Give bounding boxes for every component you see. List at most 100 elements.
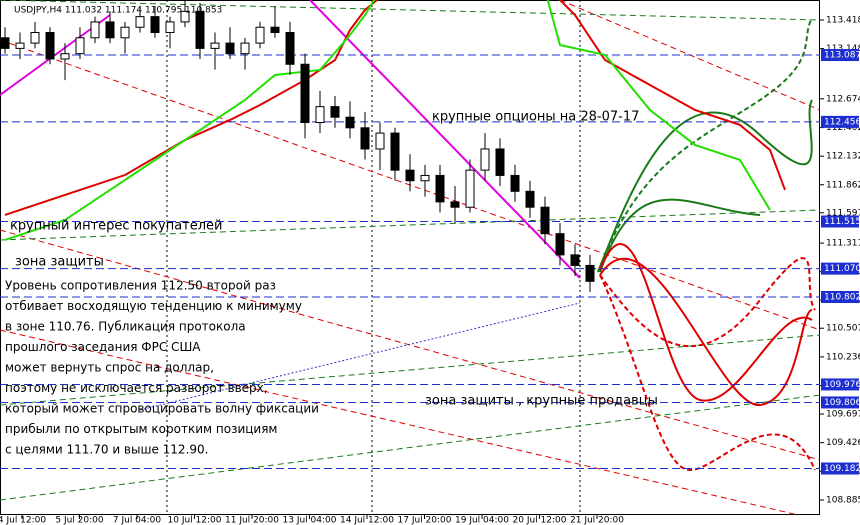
level-box — [821, 215, 859, 228]
candle-body — [390, 132, 400, 171]
candle-body — [90, 21, 100, 39]
candle-body — [405, 169, 415, 182]
y-tick-label: 111.862 — [826, 180, 860, 190]
candle-body — [225, 42, 235, 55]
annotation: крупные опционы на 28-07-17 — [432, 110, 639, 125]
level-box — [821, 262, 859, 275]
candle-body — [510, 174, 520, 192]
forecast — [597, 99, 813, 273]
indicator-line — [4, 0, 771, 241]
candle-body — [555, 233, 565, 256]
level-label: 110.802 — [824, 292, 860, 302]
candle-body — [30, 32, 40, 44]
candle-body — [120, 26, 130, 39]
x-tick-label: 14 Jul 12:00 — [340, 516, 394, 525]
y-tick-label: 110.507 — [826, 324, 860, 334]
paragraph-line: Уровень сопротивления 112.50 второй раз — [5, 279, 276, 293]
level-box — [821, 462, 859, 475]
candle-body — [450, 201, 460, 208]
x-tick-label: 21 Jul 20:00 — [570, 516, 624, 525]
chart-title: USDJPY,H4 111.032 111.174 110.795 110.85… — [14, 6, 222, 16]
forecast — [599, 198, 761, 273]
candle-body — [585, 264, 595, 282]
level-box — [821, 290, 859, 303]
series — [0, 0, 820, 470]
candle-body — [360, 127, 370, 150]
candle-body — [180, 10, 190, 23]
y-tick-label: 112.674 — [826, 94, 860, 104]
trend-line — [0, 0, 820, 21]
paragraph-line: может вернуть спрос на доллар, — [5, 361, 214, 375]
y-tick-label: 113.418 — [826, 16, 860, 26]
candle-body — [315, 106, 325, 124]
annotation: крупный интерес покупателей — [10, 219, 222, 234]
candle-body — [540, 206, 550, 235]
y-tick-label: 112.132 — [826, 152, 860, 162]
candle-body — [375, 132, 385, 150]
trend-line — [0, 209, 820, 241]
paragraph-line: с целями 111.70 и выше 112.90. — [5, 443, 208, 457]
y-tick-label: 112.402 — [826, 123, 860, 133]
x-tick-label: 7 Jul 04:00 — [113, 516, 162, 525]
candle-body — [345, 116, 355, 129]
candle-body — [570, 254, 580, 266]
level-box — [821, 396, 859, 409]
x-tick-label: 20 Jul 12:00 — [513, 516, 567, 525]
x-tick-label: 19 Jul 04:00 — [455, 516, 509, 525]
forecast — [599, 243, 813, 402]
candle-body — [240, 42, 250, 55]
candle-body — [255, 26, 265, 44]
level-label: 111.070 — [824, 264, 860, 274]
level-label: 113.087 — [824, 51, 860, 61]
magenta-line — [309, 0, 581, 279]
forecast — [599, 274, 816, 472]
paragraph-line: который может спровоцировать волну фикса… — [5, 402, 319, 416]
trend-line — [139, 302, 581, 411]
candle-body — [165, 21, 175, 34]
candle-body — [465, 169, 475, 208]
level-label: 109.806 — [824, 398, 860, 408]
candle-body — [150, 16, 160, 34]
paragraph-line: в зоне 110.76. Публикация протокола — [5, 320, 246, 334]
level-box — [821, 49, 859, 62]
y-tick-label: 111.311 — [826, 239, 860, 249]
candle-body — [420, 174, 430, 182]
level-label: 109.182 — [824, 464, 860, 474]
x-tick-label: 10 Jul 12:00 — [168, 516, 222, 525]
forecast — [599, 257, 816, 348]
paragraph-line: поэтому не исключается разворот вверх, — [5, 381, 268, 395]
annotation: зона защиты — [15, 255, 104, 270]
candle-body — [135, 16, 145, 28]
level-label: 112.456 — [824, 117, 860, 127]
candle-body — [75, 37, 85, 55]
y-tick-label: 109.426 — [826, 438, 860, 448]
candle-body — [195, 10, 205, 49]
y-tick-label: 110.236 — [826, 352, 860, 362]
candle-body — [210, 42, 220, 49]
annotation: зона защиты , крупные продавцы — [425, 394, 658, 409]
x-tick-label: 4 Jul 12:00 — [0, 516, 46, 525]
trend-line — [0, 329, 801, 515]
candle-body — [525, 190, 535, 208]
candle-body — [480, 148, 490, 171]
candle-body — [0, 37, 10, 49]
candle-body — [270, 26, 280, 34]
y-tick-label: 111.597 — [826, 208, 860, 218]
forecast — [599, 257, 813, 407]
y-tick-label: 109.697 — [826, 409, 860, 419]
paragraph-line: прибыли по открытым коротким позициям — [5, 422, 277, 436]
forecast — [597, 17, 813, 273]
paragraph-line: отбивает восходящую тенденцию к минимуму — [5, 299, 302, 313]
candle-body — [105, 21, 115, 39]
candle-body — [60, 53, 70, 60]
level-label: 109.976 — [824, 380, 860, 390]
plot-frame — [0, 0, 820, 515]
level-box — [821, 115, 859, 128]
x-tick-label: 5 Jul 20:00 — [55, 516, 104, 525]
x-tick-label: 17 Jul 20:00 — [398, 516, 452, 525]
candle-body — [330, 106, 340, 118]
candle-body — [300, 63, 310, 124]
candle-body — [435, 174, 445, 203]
level-box — [821, 378, 859, 391]
